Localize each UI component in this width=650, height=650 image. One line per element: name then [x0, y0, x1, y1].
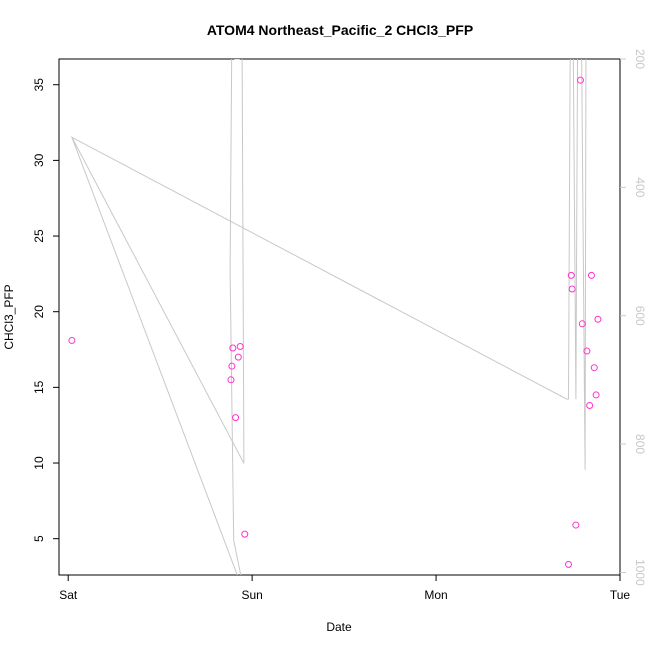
- y-tick-label: 25: [32, 229, 46, 243]
- plot-frame: [58, 58, 621, 576]
- y2-tick-label: 600: [633, 306, 647, 326]
- data-point: [572, 521, 580, 529]
- y-tick-label: 30: [32, 153, 46, 167]
- data-point: [234, 353, 242, 361]
- x-axis: Sat Sun Mon Tue: [59, 575, 630, 602]
- data-point: [236, 343, 244, 351]
- data-point: [590, 364, 598, 372]
- data-point: [592, 391, 600, 399]
- data-point: [241, 530, 249, 538]
- y-axis: 5 10 15 20 25 30 35: [32, 78, 59, 542]
- data-point: [587, 271, 595, 279]
- data-point: [586, 402, 594, 410]
- data-point: [594, 315, 602, 323]
- y2-tick-label: 1000: [633, 559, 647, 586]
- data-point: [229, 344, 237, 352]
- y2-tick-label: 200: [633, 49, 647, 69]
- y-tick-label: 15: [32, 380, 46, 394]
- x-tick-label: Tue: [610, 588, 631, 602]
- y-axis-label: CHCl3_PFP: [2, 284, 16, 349]
- y-tick-label: 20: [32, 305, 46, 319]
- data-point: [228, 362, 236, 370]
- data-point: [227, 376, 235, 384]
- chart-title: ATOM4 Northeast_Pacific_2 CHCl3_PFP: [207, 22, 473, 38]
- y-tick-label: 5: [32, 535, 46, 542]
- y2-tick-label: 400: [633, 177, 647, 197]
- y2-tick-label: 800: [633, 434, 647, 454]
- x-tick-label: Mon: [424, 588, 447, 602]
- y-tick-label: 35: [32, 78, 46, 92]
- data-point: [232, 414, 240, 422]
- altitude-line-layer: [70, 59, 590, 575]
- data-point: [583, 347, 591, 355]
- altitude-line: [70, 59, 590, 575]
- data-point: [568, 285, 576, 293]
- y2-axis: 200 400 600 800 1000: [620, 49, 647, 586]
- y-tick-label: 10: [32, 456, 46, 470]
- data-point: [564, 560, 572, 568]
- x-axis-label: Date: [326, 620, 352, 634]
- data-point: [567, 271, 575, 279]
- data-point: [578, 320, 586, 328]
- x-tick-label: Sat: [59, 588, 78, 602]
- x-tick-label: Sun: [241, 588, 262, 602]
- data-point: [68, 336, 76, 344]
- points-layer: [68, 76, 602, 568]
- data-point: [576, 76, 584, 84]
